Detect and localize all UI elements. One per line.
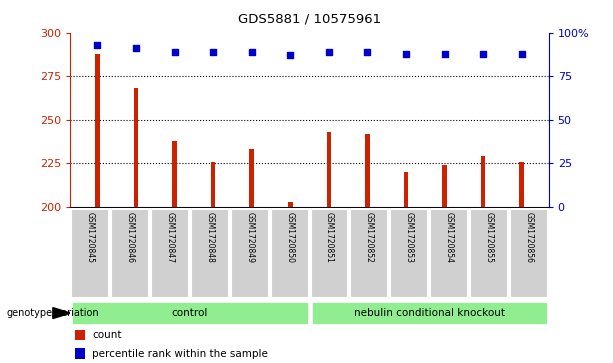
Bar [351, 209, 388, 298]
Text: GSM1720845: GSM1720845 [86, 212, 95, 262]
Text: nebulin conditional knockout: nebulin conditional knockout [354, 308, 504, 318]
Polygon shape [53, 308, 70, 319]
Bar [390, 209, 428, 298]
Text: count: count [92, 330, 121, 340]
Point [440, 51, 449, 57]
Bar [430, 209, 468, 298]
Text: genotype/variation: genotype/variation [6, 308, 99, 318]
Text: GSM1720856: GSM1720856 [524, 212, 533, 262]
Bar [211, 162, 216, 207]
Text: GSM1720852: GSM1720852 [365, 212, 374, 262]
Bar [231, 209, 268, 298]
Point [131, 45, 141, 51]
Bar [327, 132, 331, 207]
Point [208, 49, 218, 55]
Bar [191, 209, 229, 298]
Text: GSM1720847: GSM1720847 [166, 212, 175, 262]
Bar [510, 209, 547, 298]
Text: GSM1720851: GSM1720851 [325, 212, 334, 262]
Bar [311, 209, 348, 298]
Point [478, 51, 488, 57]
Point [401, 51, 411, 57]
Bar [134, 89, 139, 207]
Text: percentile rank within the sample: percentile rank within the sample [92, 348, 268, 359]
Bar [311, 301, 547, 325]
Point [324, 49, 333, 55]
Point [93, 42, 102, 48]
Bar [271, 209, 308, 298]
Text: GDS5881 / 10575961: GDS5881 / 10575961 [238, 13, 381, 26]
Text: GSM1720849: GSM1720849 [245, 212, 254, 262]
Bar [172, 141, 177, 207]
Bar [75, 348, 85, 359]
Point [170, 49, 180, 55]
Bar [112, 209, 149, 298]
Text: GSM1720848: GSM1720848 [205, 212, 215, 262]
Bar [249, 150, 254, 207]
Bar [365, 134, 370, 207]
Text: GSM1720853: GSM1720853 [405, 212, 414, 262]
Bar [75, 330, 85, 340]
Text: GSM1720855: GSM1720855 [484, 212, 493, 262]
Text: GSM1720850: GSM1720850 [285, 212, 294, 262]
Bar [403, 172, 408, 207]
Bar [288, 202, 292, 207]
Bar [72, 301, 308, 325]
Point [517, 51, 527, 57]
Point [286, 52, 295, 58]
Bar [519, 162, 524, 207]
Bar [95, 54, 100, 207]
Text: GSM1720854: GSM1720854 [444, 212, 454, 262]
Bar [470, 209, 508, 298]
Point [362, 49, 372, 55]
Bar [72, 209, 109, 298]
Point [247, 49, 257, 55]
Bar [442, 165, 447, 207]
Text: GSM1720846: GSM1720846 [126, 212, 135, 262]
Bar [151, 209, 189, 298]
Bar [481, 156, 485, 207]
Text: control: control [172, 308, 208, 318]
